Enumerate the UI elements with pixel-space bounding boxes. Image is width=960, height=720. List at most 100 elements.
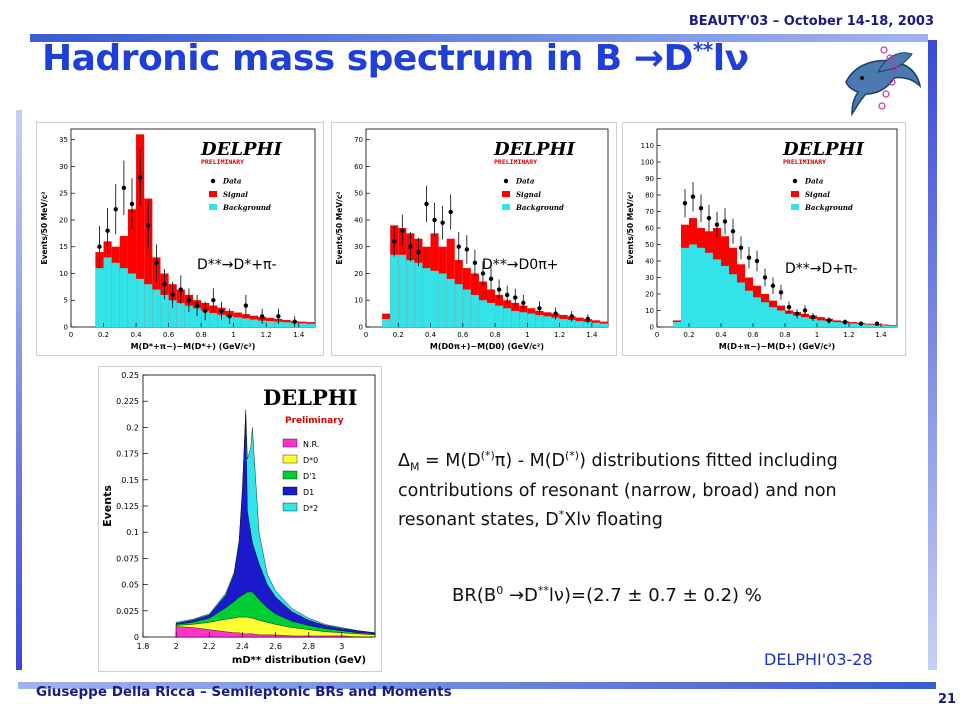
delphi-logo: DELPHI (782, 139, 865, 160)
data-point (504, 292, 510, 298)
data-point (472, 260, 478, 265)
background-bar (274, 321, 283, 327)
data-point (802, 308, 808, 313)
logo-subtitle: Preliminary (285, 416, 344, 426)
branching-ratio: BR(B0 →D**lν)=(2.7 ± 0.7 ± 0.2) % (452, 584, 762, 606)
data-point (521, 300, 526, 306)
background-bar (398, 254, 407, 327)
x-tick-label: 0.8 (779, 331, 790, 339)
data-point (400, 228, 405, 233)
background-bar (511, 310, 520, 327)
data-point (513, 295, 518, 300)
background-bar (495, 305, 504, 327)
y-axis-label: Events/50 MeV/c² (40, 191, 49, 264)
legend-signal: Signal (516, 190, 541, 199)
y-tick-label: 40 (354, 216, 363, 224)
background-bar (889, 325, 897, 327)
delphi-logo: DELPHI (200, 139, 283, 160)
background-bar (462, 289, 471, 327)
data-point (826, 318, 832, 323)
x-tick-label: 1.2 (843, 331, 854, 339)
data-point (714, 222, 720, 227)
background-bar (478, 300, 487, 327)
y-tick-label: 35 (59, 136, 68, 144)
data-point (585, 316, 591, 322)
background-bar (390, 254, 399, 327)
y-axis-label: Events/50 MeV/c² (626, 191, 635, 264)
background-bar (543, 316, 552, 327)
left-accent-bar (16, 110, 22, 670)
right-accent-bar (928, 40, 937, 670)
x-tick-label: 0.2 (98, 331, 109, 339)
data-point (690, 194, 696, 199)
delta-subscript: M (409, 460, 420, 474)
x-tick-label: 0.4 (715, 331, 727, 339)
data-point (794, 311, 800, 316)
delta-symbol: Δ (398, 450, 410, 471)
footer-author: Giuseppe Della Ricca – Semileptonic BRs … (36, 684, 452, 700)
legend-label: N.R. (303, 440, 319, 449)
br-arrow: →D (503, 585, 538, 606)
data-point (858, 321, 864, 326)
data-point (178, 287, 183, 292)
data-point (211, 298, 216, 303)
y-tick-label: 0.1 (126, 528, 139, 537)
legend-signal-swatch (209, 191, 217, 197)
data-point (874, 321, 880, 326)
x-tick-label: 2.4 (236, 642, 249, 651)
legend-label: D1 (303, 488, 314, 497)
fit-text-a: = M(D (419, 450, 481, 471)
chart-mass-distribution: 1.8 2 2.2 2.4 2.6 2.8 3 0 0.025 0.05 0.075 0.1 0.125… (98, 366, 382, 672)
legend-background-swatch (209, 204, 217, 210)
background-bar (535, 314, 544, 327)
legend-data-marker (792, 178, 798, 184)
y-tick-label: 0.05 (121, 581, 139, 590)
legend-data: Data (515, 177, 535, 186)
background-bar (119, 268, 128, 327)
background-bar (160, 294, 169, 327)
delphi-logo: DELPHI (263, 385, 357, 410)
y-tick-label: 20 (354, 270, 363, 278)
x-tick-label: 1 (231, 331, 235, 339)
x-tick-label: 0.6 (163, 331, 175, 339)
area-series-d1 (175, 411, 376, 638)
legend-data-marker (210, 178, 216, 184)
background-bar (414, 262, 423, 327)
y-axis-label: Events/50 MeV/c² (335, 191, 344, 264)
y-tick-label: 10 (354, 297, 363, 305)
x-axis-label: M(D*+π−)−M(D*+) (GeV/c²) (131, 342, 256, 351)
x-tick-label: 0 (655, 331, 659, 339)
background-bar (454, 284, 463, 327)
x-tick-label: 1.2 (554, 331, 565, 339)
y-tick-label: 50 (354, 190, 363, 198)
x-tick-label: 0.8 (489, 331, 500, 339)
x-tick-label: 1.4 (293, 331, 305, 339)
background-bar (833, 322, 841, 327)
background-bar (753, 297, 761, 327)
x-tick-label: 0 (364, 331, 368, 339)
legend-swatch (282, 502, 298, 512)
background-bar (697, 247, 705, 327)
data-point (754, 258, 760, 264)
data-point (553, 311, 558, 316)
y-tick-label: 0.025 (116, 607, 139, 616)
decay-channel-label: D**→D0π+ (482, 257, 558, 273)
x-axis-label: M(D+π−)−M(D+) (GeV/c²) (719, 342, 835, 351)
y-tick-label: 50 (645, 241, 654, 249)
area-series-nr (175, 626, 375, 638)
x-tick-label: 2.8 (302, 642, 315, 651)
slide-title: Hadronic mass spectrum in B →D**lν (42, 38, 749, 79)
background-bar (583, 321, 592, 327)
y-tick-label: 5 (64, 297, 68, 305)
background-bar (152, 289, 161, 327)
signal-bar (127, 209, 137, 327)
x-tick-label: 2 (174, 642, 179, 651)
br-text-a: BR(B (452, 585, 497, 606)
data-point (219, 308, 224, 314)
data-point (456, 244, 461, 249)
y-tick-label: 80 (645, 192, 654, 200)
legend-signal-swatch (791, 191, 799, 197)
background-bar (470, 294, 479, 327)
background-bar (406, 260, 415, 327)
data-point (276, 314, 281, 319)
